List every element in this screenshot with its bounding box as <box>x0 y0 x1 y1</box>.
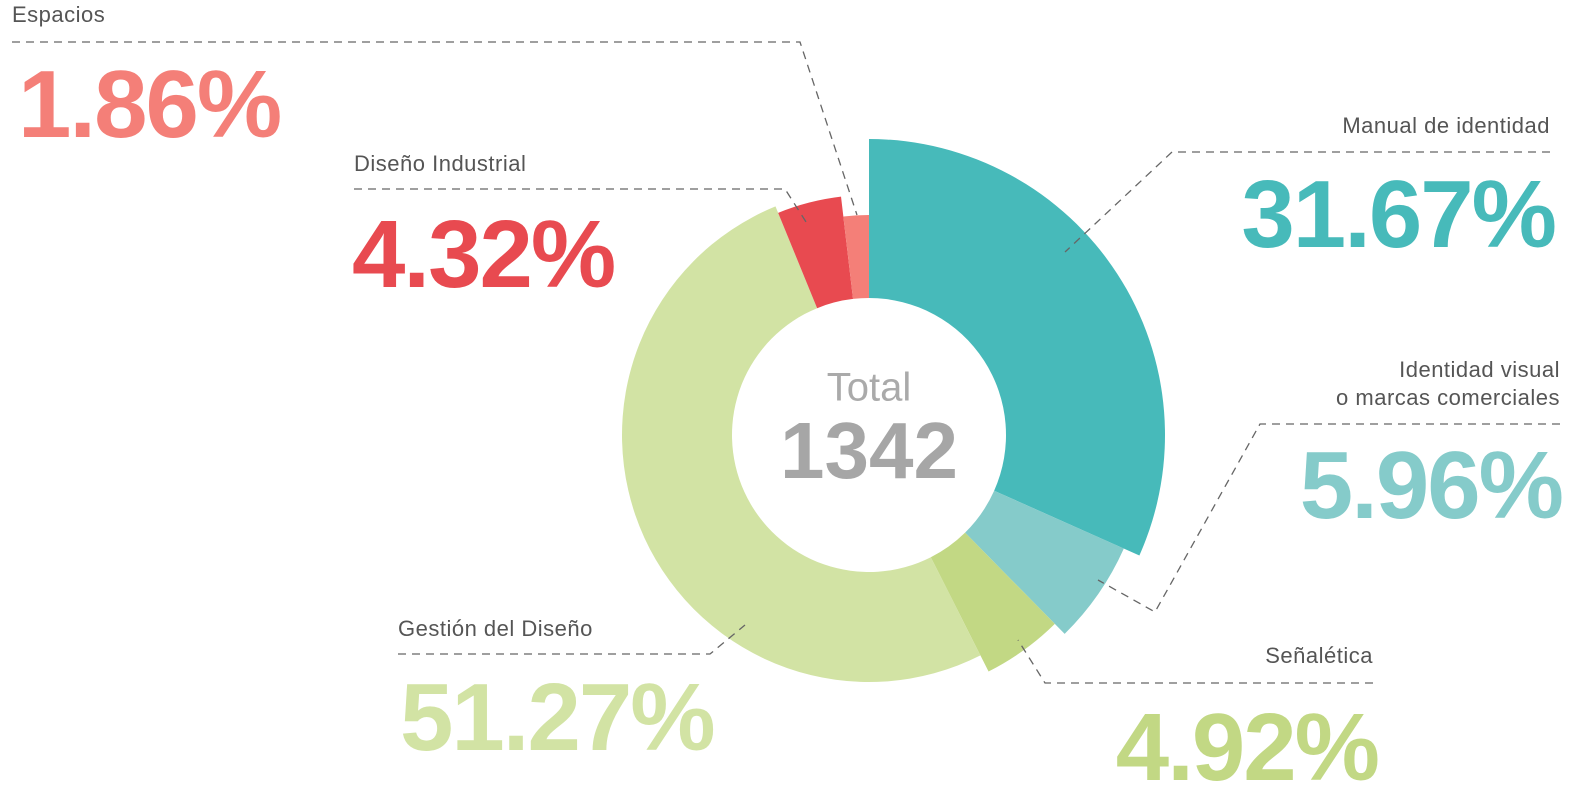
donut <box>622 139 1166 682</box>
slice <box>965 490 1124 634</box>
slice <box>930 532 1055 672</box>
value-label: 4.92% <box>1116 694 1378 786</box>
leader-line <box>1017 639 1373 684</box>
slice <box>622 206 981 682</box>
category-label: Espacios <box>12 2 105 27</box>
category-label: Manual de identidad <box>1342 113 1550 138</box>
value-label: 5.96% <box>1300 432 1562 539</box>
value-label: 51.27% <box>400 664 714 771</box>
leader-line <box>398 624 746 655</box>
category-label: Diseño Industrial <box>354 151 526 176</box>
center-total: 1342 <box>780 406 958 495</box>
value-label: 1.86% <box>18 51 280 158</box>
category-label: Señalética <box>1265 643 1373 668</box>
category-label: Gestión del Diseño <box>398 616 593 641</box>
leader-line <box>1064 151 1550 253</box>
slice <box>843 215 869 299</box>
value-label: 4.32% <box>352 201 614 308</box>
leader-line <box>1097 423 1560 613</box>
slice <box>778 196 854 309</box>
value-label: 31.67% <box>1241 161 1555 268</box>
slice <box>869 139 1166 556</box>
category-label: Identidad visual o marcas comerciales <box>1336 357 1560 410</box>
leader-line <box>354 188 809 226</box>
center-label: Total <box>827 366 912 410</box>
leader-line <box>12 41 858 216</box>
